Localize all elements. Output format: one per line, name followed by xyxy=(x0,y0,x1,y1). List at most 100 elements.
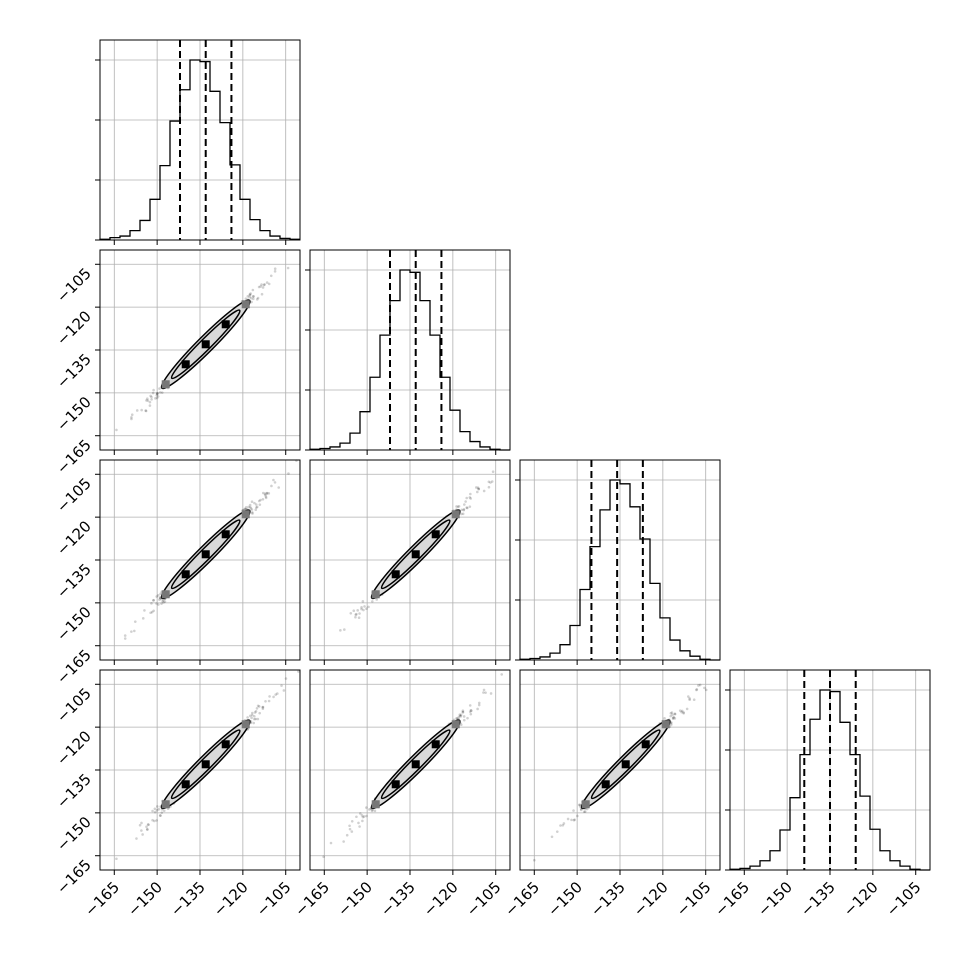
sample-point xyxy=(360,606,363,609)
x-tick-label: −165 xyxy=(81,878,123,920)
sample-point xyxy=(248,714,252,718)
sample-point xyxy=(246,716,249,719)
sample-point xyxy=(272,478,275,482)
y-tick-label: −165 xyxy=(53,856,95,898)
sample-point xyxy=(262,283,266,287)
sample-point xyxy=(462,715,466,718)
sample-point xyxy=(141,833,144,836)
sample-point xyxy=(162,601,165,604)
sample-point xyxy=(249,296,253,300)
sample-point xyxy=(459,723,463,726)
sample-point xyxy=(477,703,481,707)
density-block xyxy=(601,780,610,789)
sample-point xyxy=(476,486,480,490)
sample-point xyxy=(248,293,252,296)
sample-point xyxy=(343,628,346,631)
sample-point xyxy=(459,512,463,516)
sample-point xyxy=(261,705,264,709)
sample-point xyxy=(695,688,699,691)
sample-point xyxy=(255,707,259,710)
density-block xyxy=(391,570,400,579)
x-tick-label: −165 xyxy=(291,878,333,920)
sample-point xyxy=(359,812,362,815)
sample-point xyxy=(145,397,149,400)
y-tick-label: −135 xyxy=(53,770,95,812)
sample-point xyxy=(135,837,138,840)
sample-point xyxy=(562,822,566,825)
sample-point xyxy=(272,695,275,699)
sample-point xyxy=(365,607,368,610)
sample-point xyxy=(263,492,267,495)
sample-point xyxy=(356,609,359,612)
sample-point xyxy=(138,823,142,827)
sample-point xyxy=(457,504,461,508)
sample-point xyxy=(459,715,463,718)
sample-point xyxy=(151,391,155,395)
y-tick-label: −165 xyxy=(53,436,95,478)
sample-point xyxy=(248,295,251,299)
sample-point xyxy=(153,810,157,814)
sample-point xyxy=(360,607,363,611)
sample-point xyxy=(268,695,271,698)
sample-point xyxy=(248,293,252,297)
sample-point xyxy=(663,717,666,720)
sample-point xyxy=(261,705,265,709)
sample-point xyxy=(354,613,358,616)
sample-point xyxy=(367,605,370,609)
sample-point xyxy=(280,684,283,687)
sample-point xyxy=(260,283,263,286)
sample-point xyxy=(469,492,472,496)
sample-point xyxy=(261,491,265,495)
sample-point xyxy=(365,806,368,809)
sample-point xyxy=(350,819,354,823)
sample-point xyxy=(582,810,586,814)
sample-point xyxy=(145,825,148,829)
density-block xyxy=(221,320,230,329)
sample-point xyxy=(455,717,459,720)
sample-point xyxy=(264,496,268,500)
sample-point xyxy=(151,818,154,822)
sample-point xyxy=(250,711,254,715)
sample-point xyxy=(287,472,290,475)
sample-point xyxy=(155,396,159,400)
sample-point xyxy=(458,713,462,717)
sample-point xyxy=(559,824,562,827)
density-block xyxy=(181,780,190,789)
sample-point xyxy=(269,274,273,278)
sample-point xyxy=(150,610,154,614)
sample-point xyxy=(163,600,167,603)
sample-point xyxy=(470,709,473,713)
sample-point xyxy=(146,399,150,402)
sample-point xyxy=(489,692,493,695)
sample-point xyxy=(370,809,374,813)
sample-point xyxy=(251,512,254,515)
sample-point xyxy=(154,397,157,400)
sample-point xyxy=(682,711,685,714)
sample-point xyxy=(555,830,559,833)
sample-point xyxy=(459,713,463,717)
sample-point xyxy=(461,710,465,714)
sample-point xyxy=(158,596,162,599)
x-tick-label: −105 xyxy=(463,878,505,920)
sample-point xyxy=(572,809,575,812)
sample-point xyxy=(244,507,247,511)
density-block xyxy=(221,740,230,749)
sample-point xyxy=(252,721,256,725)
sample-point xyxy=(273,270,277,273)
sample-point xyxy=(469,709,473,712)
y-tick-label: −135 xyxy=(53,350,95,392)
sample-point xyxy=(371,600,374,603)
sample-point xyxy=(468,704,472,707)
histogram-3 xyxy=(519,479,720,661)
sample-point xyxy=(264,700,267,703)
sample-point xyxy=(373,809,377,813)
sample-point xyxy=(348,824,351,828)
sample-point xyxy=(155,392,159,395)
sample-point xyxy=(462,507,466,511)
sample-point xyxy=(159,592,162,596)
sample-point xyxy=(578,803,582,807)
sample-point xyxy=(276,692,279,695)
sample-point xyxy=(248,505,252,509)
sample-point xyxy=(669,711,673,715)
x-tick-label: −105 xyxy=(673,878,715,920)
